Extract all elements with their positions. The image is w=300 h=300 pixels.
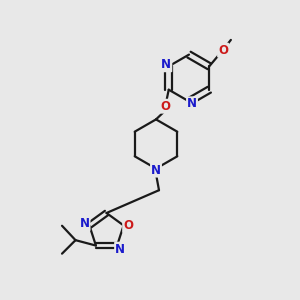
Text: N: N xyxy=(115,243,125,256)
Text: N: N xyxy=(151,164,161,177)
Text: N: N xyxy=(80,217,90,230)
Text: N: N xyxy=(187,97,197,110)
Text: O: O xyxy=(161,100,171,113)
Text: N: N xyxy=(161,58,171,71)
Text: O: O xyxy=(123,219,133,232)
Text: O: O xyxy=(218,44,228,57)
